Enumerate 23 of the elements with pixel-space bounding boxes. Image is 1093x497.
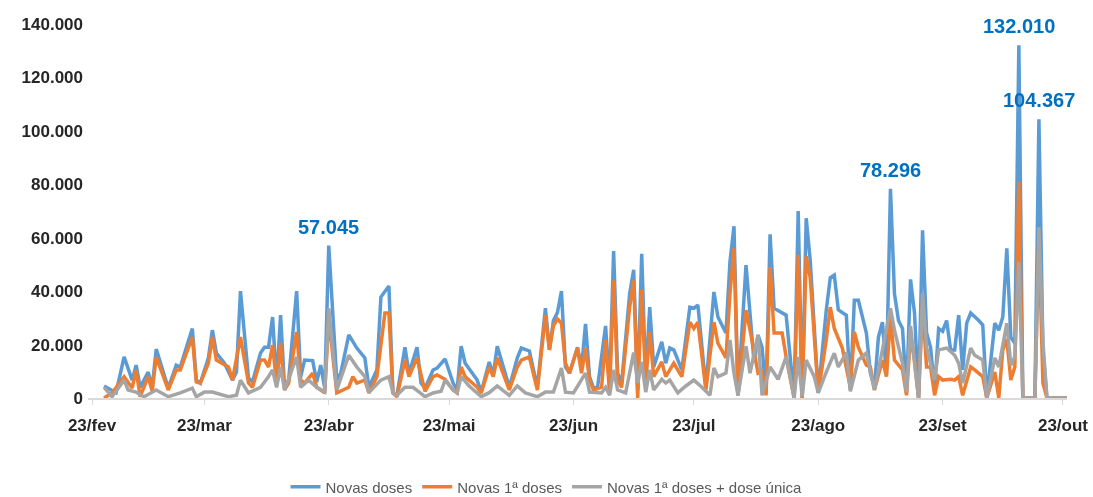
x-tick-label: 23/ago (791, 416, 846, 436)
x-tick-label: 23/set (918, 416, 968, 436)
y-tick-label: 100.000 (21, 121, 83, 141)
x-tick-label: 23/mai (422, 416, 476, 436)
x-tick-label: 23/abr (303, 416, 355, 436)
y-tick-label: 40.000 (31, 282, 83, 302)
y-tick-label: 140.000 (21, 14, 83, 34)
annotation: 132.010 (983, 15, 1056, 37)
legend-label: Novas doses (325, 478, 413, 496)
legend-label: Novas 1ª doses (457, 478, 562, 496)
annotation: 57.045 (298, 216, 360, 238)
x-tick-label: 23/fev (67, 416, 117, 436)
y-tick-label: 20.000 (31, 335, 83, 355)
legend-label: Novas 1ª doses + dose única (607, 478, 803, 496)
annotation: 78.296 (860, 159, 922, 181)
x-tick-label: 23/out (1037, 416, 1089, 436)
x-tick-label: 23/jul (672, 416, 716, 436)
y-tick-label: 80.000 (31, 175, 83, 195)
x-tick-label: 23/jun (548, 416, 599, 436)
x-tick-label: 23/mar (176, 416, 233, 436)
y-tick-label: 60.000 (31, 228, 83, 248)
y-tick-label: 120.000 (21, 68, 83, 88)
y-tick-label: 0 (73, 388, 83, 408)
